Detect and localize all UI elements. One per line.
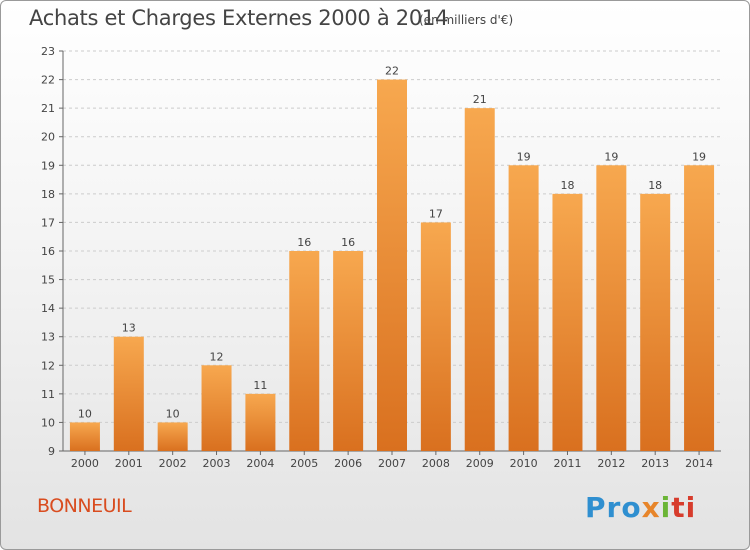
tick-labels: 9 10 11 12 13 14 15 16 17 18 19 20 21 22 23 2000 2001 200…: [41, 45, 713, 470]
data-label: 16: [341, 236, 355, 249]
proxiti-logo[interactable]: Proxiti: [585, 491, 696, 524]
data-label: 10: [78, 407, 92, 420]
x-tick-label: 2013: [641, 457, 669, 470]
x-tick-label: 2003: [203, 457, 231, 470]
bar: [377, 79, 407, 452]
x-tick-label: 2004: [246, 457, 274, 470]
chart-subtitle: (en milliers d'€): [419, 13, 514, 27]
x-tick-label: 2011: [553, 457, 581, 470]
data-label: 22: [385, 65, 399, 78]
logo-part: ti: [671, 491, 697, 524]
bar: [552, 193, 583, 451]
x-tick-label: 2014: [685, 457, 713, 470]
y-tick-label: 11: [41, 388, 55, 401]
x-tick-label: 2001: [115, 457, 143, 470]
y-tick-label: 10: [41, 416, 55, 429]
bar: [333, 251, 364, 451]
logo-part: Pro: [585, 491, 642, 524]
data-label: 21: [473, 93, 487, 106]
bar: [684, 165, 715, 452]
x-tick-label: 2007: [378, 457, 406, 470]
bar: [69, 422, 100, 451]
bar: [464, 108, 495, 452]
y-tick-label: 17: [41, 216, 55, 229]
data-label: 17: [429, 207, 443, 220]
data-labels: 10 13 10 12 11 16 16 22 17 21 19 18 19 18 19: [78, 65, 706, 421]
y-tick-label: 23: [41, 45, 55, 58]
y-tick-label: 14: [41, 302, 55, 315]
commune-name: BONNEUIL: [37, 495, 132, 517]
data-label: 11: [253, 379, 267, 392]
chart-title: Achats et Charges Externes 2000 à 2014: [29, 6, 449, 30]
x-tick-label: 2006: [334, 457, 362, 470]
y-tick-label: 19: [41, 159, 55, 172]
data-label: 13: [122, 322, 136, 335]
bar: [508, 165, 539, 452]
data-label: 19: [604, 150, 618, 163]
data-label: 19: [517, 150, 531, 163]
y-tick-label: 13: [41, 331, 55, 344]
x-tick-label: 2000: [71, 457, 99, 470]
x-tick-label: 2002: [159, 457, 187, 470]
y-tick-label: 9: [48, 445, 55, 458]
bar: [596, 165, 627, 452]
bar: [201, 365, 232, 451]
y-tick-label: 12: [41, 359, 55, 372]
y-tick-label: 15: [41, 274, 55, 287]
x-tick-label: 2009: [466, 457, 494, 470]
y-tick-label: 16: [41, 245, 55, 258]
x-tick-label: 2005: [290, 457, 318, 470]
bar: [113, 336, 144, 451]
bars: [69, 79, 715, 452]
data-label: 19: [692, 150, 706, 163]
bar: [245, 393, 276, 451]
data-label: 16: [297, 236, 311, 249]
logo-part: i: [660, 491, 672, 524]
bar: [289, 251, 320, 451]
data-label: 10: [166, 407, 180, 420]
data-label: 18: [648, 179, 662, 192]
y-tick-label: 18: [41, 188, 55, 201]
bar: [420, 222, 451, 451]
y-tick-label: 22: [41, 74, 55, 87]
bar: [157, 422, 188, 451]
data-label: 12: [210, 350, 224, 363]
bar: [640, 193, 671, 451]
x-tick-label: 2012: [597, 457, 625, 470]
data-label: 18: [560, 179, 574, 192]
x-tick-label: 2010: [510, 457, 538, 470]
logo-part: x: [641, 491, 661, 524]
y-tick-label: 21: [41, 102, 55, 115]
x-tick-label: 2008: [422, 457, 450, 470]
y-tick-label: 20: [41, 131, 55, 144]
